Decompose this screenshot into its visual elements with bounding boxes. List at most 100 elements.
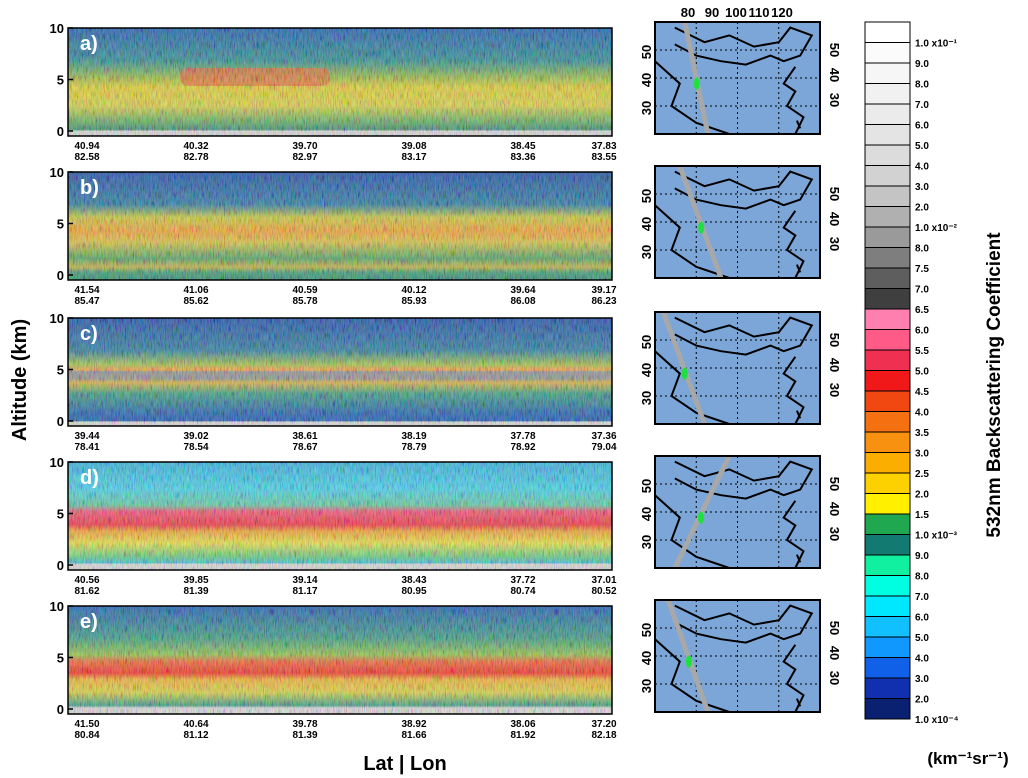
colorbar-box [864,144,911,166]
map-border [674,604,814,644]
colorbar-tick-label: 1.0 x10⁻³ [915,531,958,542]
lat-label: 37.83 [591,141,616,152]
lat-label: 39.14 [292,575,317,586]
lat-label: 41.06 [183,285,208,296]
lat-label: 37.01 [591,575,616,586]
y-tick-label: 10 [50,165,64,180]
map-frame [654,21,821,135]
colorbar-unit: (km⁻¹sr⁻¹) [927,749,1008,768]
lon-label: 82.18 [591,730,616,741]
colorbar-box [864,247,911,269]
colorbar-tick-label: 5.0 [915,633,929,644]
colorbar-tick-label: 6.0 [915,121,929,132]
colorbar-box [864,308,911,330]
colorbar-tick-label: 8.0 [915,80,929,91]
colorbar-tick-label: 1.0 x10⁻¹ [915,39,958,50]
lat-label: 41.50 [74,719,99,730]
colorbar-box [864,83,911,105]
panel-label: c) [80,323,98,345]
lat-label: 38.61 [292,431,317,442]
colorbar-tick-label: 7.0 [915,285,929,296]
colorbar-box [864,411,911,433]
map-border [674,316,814,356]
map-lat-right: 40 [827,68,842,82]
lon-label: 81.92 [510,730,535,741]
colorbar-tick-label: 9.0 [915,551,929,562]
colorbar-box [864,534,911,556]
lon-label: 83.55 [591,152,616,163]
colorbar-tick-label: 4.0 [915,408,929,419]
colorbar-box [864,595,911,617]
colorbar-box [864,267,911,289]
colorbar-box [864,62,911,84]
colorbar-tick-label: 7.5 [915,264,929,275]
observation-point [685,655,692,668]
plot-frame [67,27,613,137]
lat-label: 39.44 [74,431,99,442]
lat-label: 40.59 [292,285,317,296]
colorbar-tick-label: 2.0 [915,695,929,706]
colorbar-box [864,493,911,515]
lat-label: 38.43 [401,575,426,586]
lat-label: 39.85 [183,575,208,586]
map-lat-right: 30 [827,93,842,107]
lat-label: 38.45 [510,141,535,152]
colorbar-tick-label: 4.0 [915,162,929,173]
lat-label: 38.19 [401,431,426,442]
lon-label: 82.78 [183,152,208,163]
lon-label: 78.79 [401,442,426,453]
map-coast [654,350,730,425]
curtain-noise [68,172,612,280]
map-coast [782,210,805,279]
observation-point [681,367,688,380]
y-tick-label: 5 [57,651,64,666]
colorbar-tick-label: 3.5 [915,428,929,439]
x-axis-label: Lat | Lon [363,753,446,775]
colorbar-tick-label: 2.0 [915,203,929,214]
lat-label: 39.02 [183,431,208,442]
map-coast [782,500,805,569]
map-island [795,264,802,273]
observation-point [697,511,704,524]
map-lat-right: 40 [827,502,842,516]
lon-label: 81.12 [183,730,208,741]
y-tick-label: 10 [50,311,64,326]
panel-label: d) [80,467,99,489]
colorbar-box [864,698,911,720]
colorbar-tick-label: 7.0 [915,592,929,603]
map-lat-left: 40 [639,507,654,521]
colorbar-box [864,677,911,699]
curtain-noise [68,318,612,426]
lon-label: 80.95 [401,586,426,597]
map-island [795,554,802,563]
lat-label: 37.78 [510,431,535,442]
lon-label: 83.17 [401,152,426,163]
y-tick-label: 0 [57,558,64,573]
lon-label: 80.74 [510,586,535,597]
lon-label: 85.78 [292,296,317,307]
colorbar-box [864,370,911,392]
map-lat-left: 50 [639,189,654,203]
panel-label: b) [80,177,99,199]
colorbar-tick-label: 6.5 [915,305,929,316]
map-coast [654,204,730,279]
colorbar-box [864,657,911,679]
colorbar-box [864,21,911,43]
colorbar-tick-label: 4.0 [915,654,929,665]
panel-label: e) [80,611,98,633]
colorbar-tick-label: 7.0 [915,100,929,111]
colorbar-box [864,165,911,187]
colorbar-tick-label: 4.5 [915,387,929,398]
map-lat-left: 40 [639,217,654,231]
lon-label: 80.52 [591,586,616,597]
y-axis-label: Altitude (km) [9,319,31,441]
lon-label: 81.39 [292,730,317,741]
colorbar-tick-label: 6.0 [915,326,929,337]
colorbar-box [864,472,911,494]
observation-point [693,77,700,90]
lat-label: 39.78 [292,719,317,730]
curtain-noise [68,462,612,570]
map-frame [654,311,821,425]
map-lat-left: 50 [639,623,654,637]
